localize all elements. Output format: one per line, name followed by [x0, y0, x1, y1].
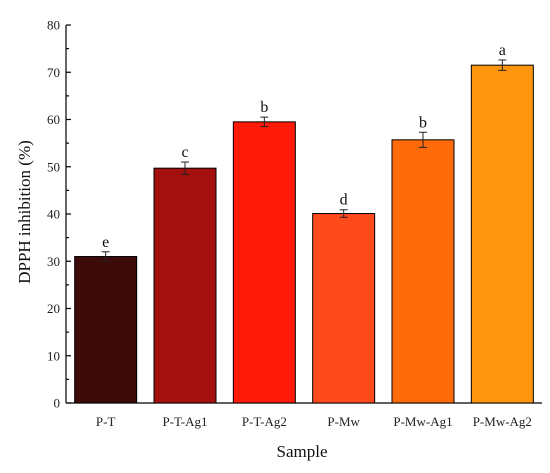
- x-tick-label: P-Mw-Ag1: [393, 414, 452, 429]
- significance-letter: e: [102, 234, 109, 251]
- significance-letter: d: [340, 192, 348, 209]
- significance-letter: a: [499, 42, 506, 59]
- x-tick-label: P-T-Ag2: [242, 414, 287, 429]
- bar-p-mw-ag2: [470, 64, 534, 404]
- y-tick-label: 30: [47, 254, 60, 269]
- significance-letter: b: [260, 99, 268, 116]
- bar-p-t: [74, 256, 138, 404]
- x-tick-label: P-T-Ag1: [162, 414, 207, 429]
- y-tick-label: 10: [47, 348, 60, 363]
- x-axis-title: Sample: [277, 442, 328, 461]
- bar-p-t-ag2: [232, 121, 296, 404]
- y-axis-title: DPPH inhibition (%): [15, 140, 34, 284]
- y-tick-label: 50: [47, 159, 60, 174]
- y-tick-label: 0: [54, 396, 61, 411]
- axes: 0 10 20 30 40 50 60 70 80 P-T P-T-Ag1 P-T-Ag2 P-Mw P-…: [47, 18, 542, 429]
- y-tick-label: 80: [47, 18, 60, 33]
- bar-p-t-ag1: [153, 167, 217, 404]
- x-tick-label: P-Mw: [327, 414, 360, 429]
- y-tick-label: 60: [47, 112, 60, 127]
- bars-group: e c b d b a: [74, 42, 534, 404]
- x-tick-label: P-T: [96, 414, 116, 429]
- bar-p-mw: [312, 213, 376, 404]
- x-tick-label: P-Mw-Ag2: [473, 414, 532, 429]
- significance-letter: c: [181, 144, 188, 161]
- y-tick-label: 20: [47, 301, 60, 316]
- bar-p-mw-ag1: [391, 139, 455, 404]
- significance-letter: b: [419, 114, 427, 131]
- y-tick-label: 40: [47, 207, 60, 222]
- y-tick-label: 70: [47, 65, 60, 80]
